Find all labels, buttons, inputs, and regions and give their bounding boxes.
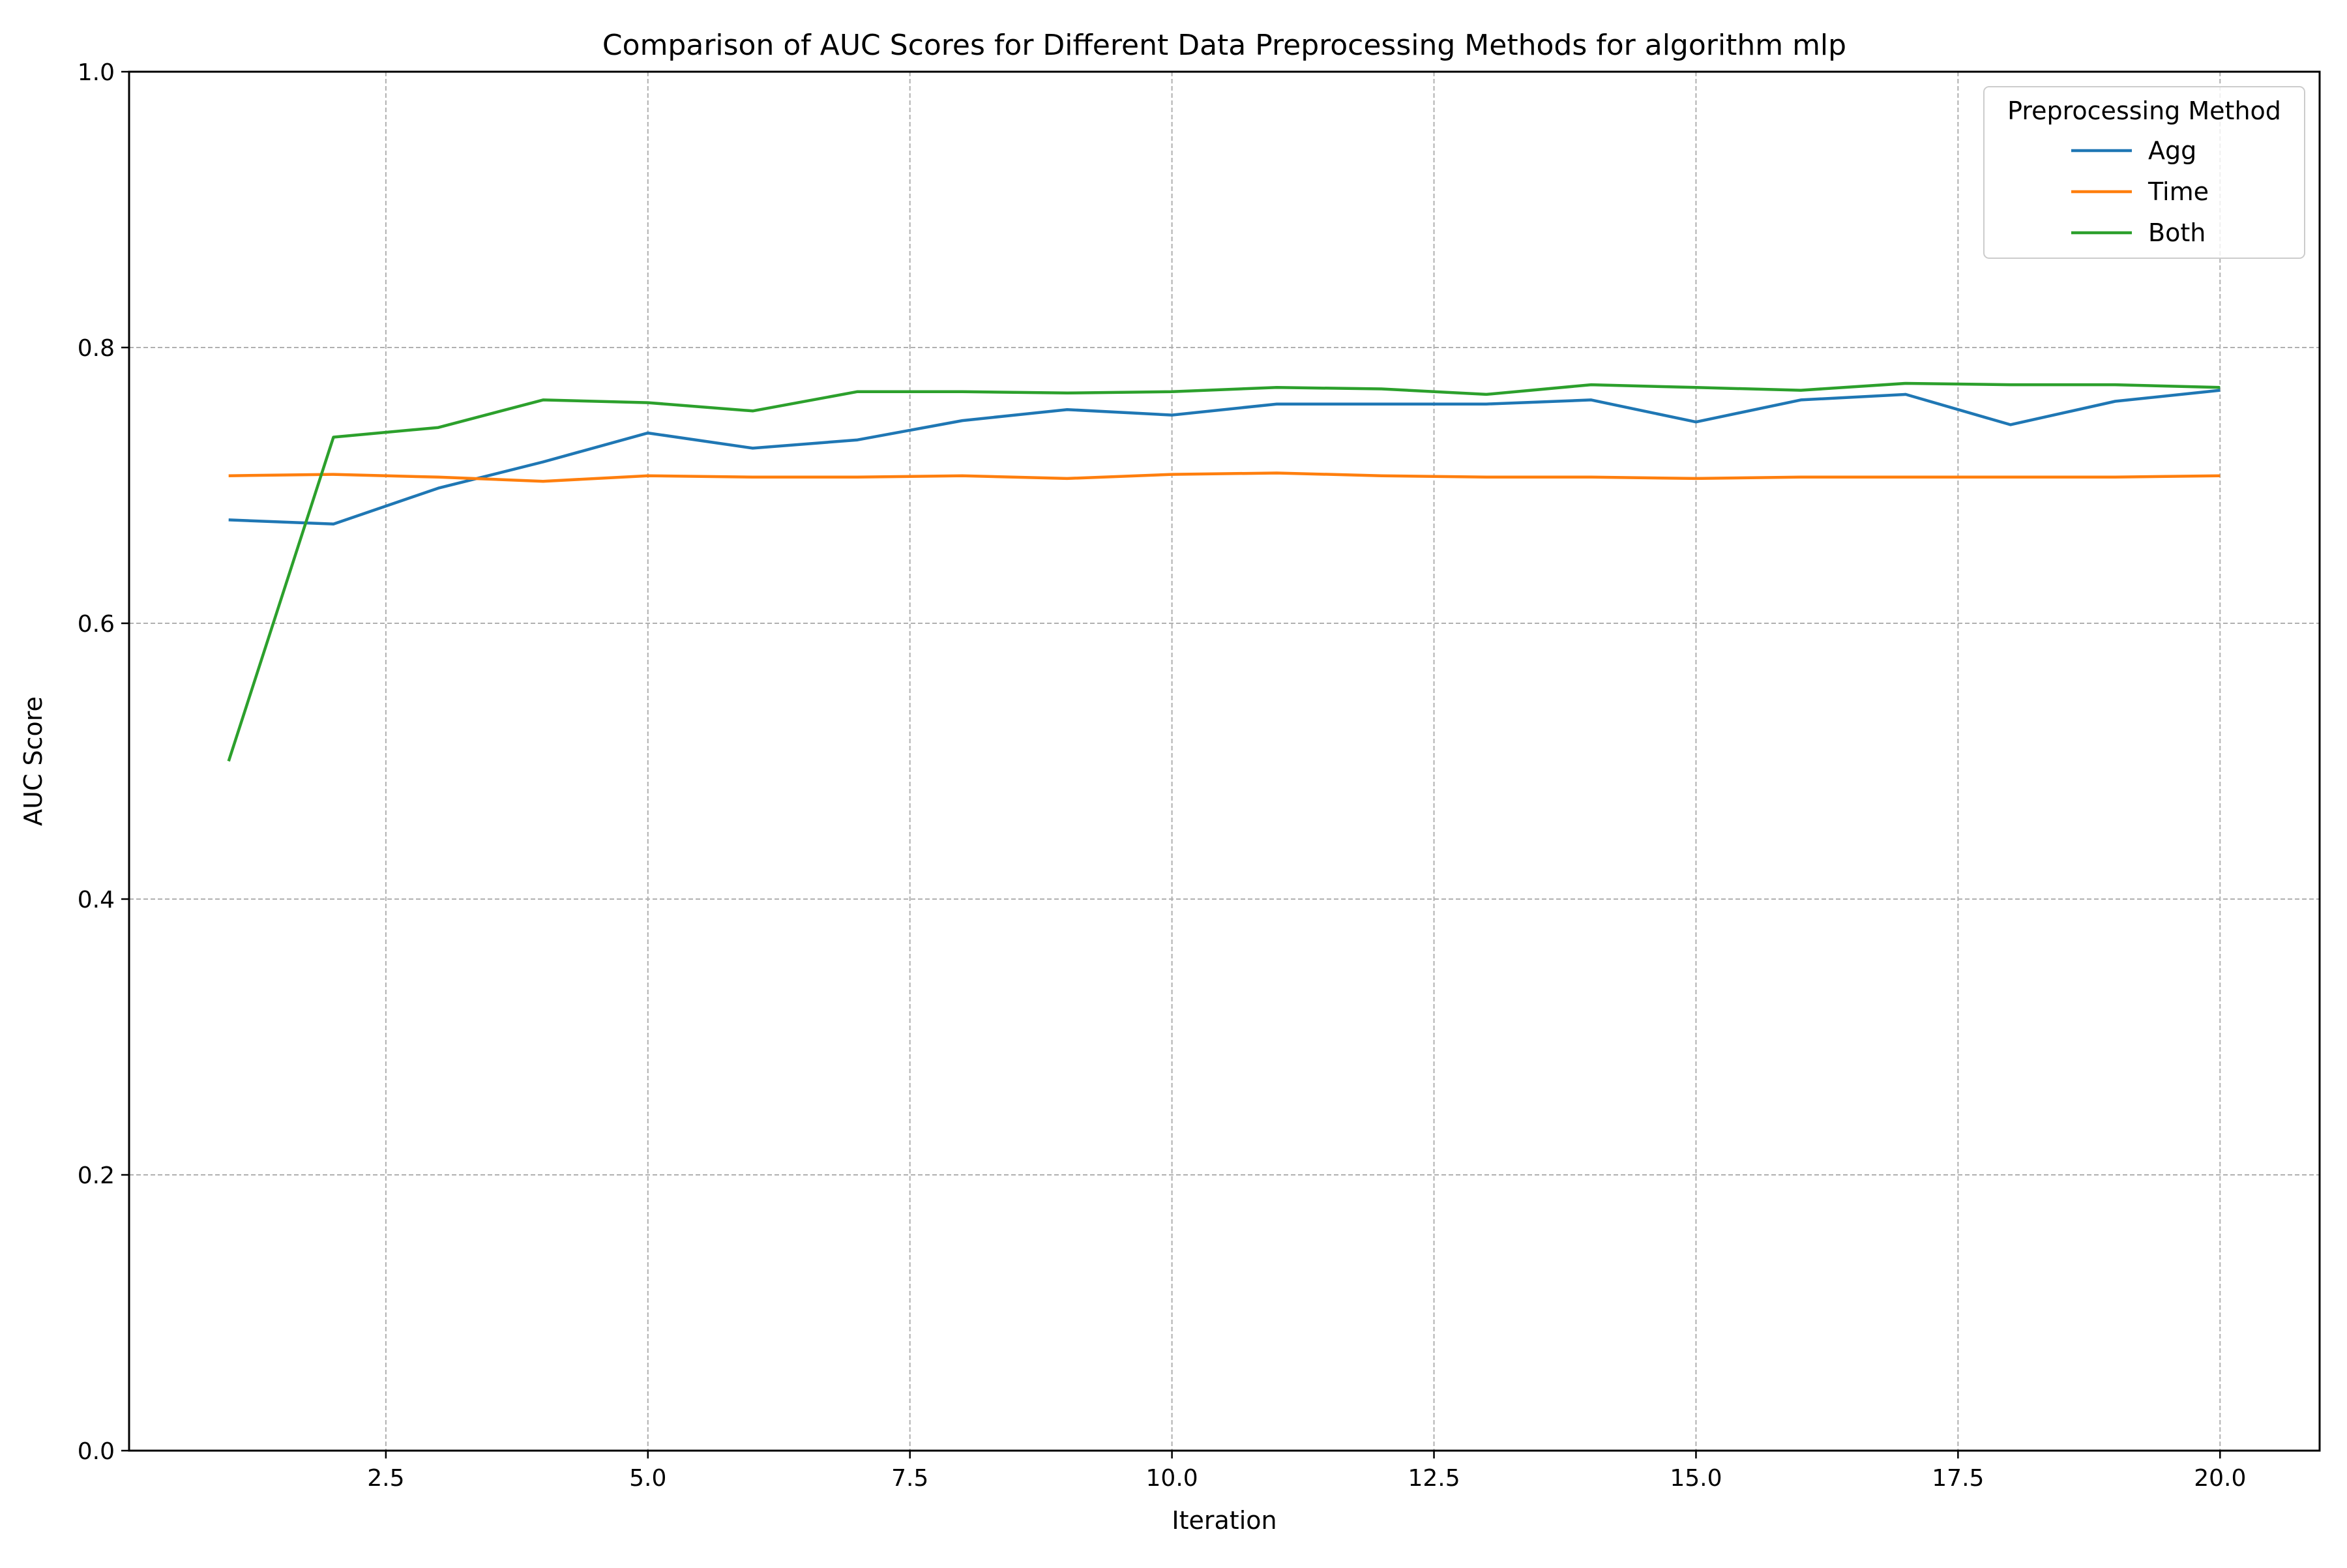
y-tick-label: 1.0 [78,59,115,86]
x-tick-label: 17.5 [1932,1465,1984,1492]
x-tick-label: 7.5 [891,1465,928,1492]
series-line-time [228,471,2221,483]
legend-box [1983,86,2305,259]
y-axis: 0.0 0.2 0.4 0.6 0.8 1.0 [78,59,129,1465]
legend-label-time: Time [2148,177,2209,206]
y-tick-label: 0.6 [78,611,115,638]
y-axis-label: AUC Score [19,696,48,826]
y-tick-label: 0.4 [78,887,115,913]
x-tick-label: 20.0 [2194,1465,2246,1492]
y-tick-label: 0.2 [78,1162,115,1189]
x-axis-label: Iteration [1172,1506,1277,1535]
series-line-both [227,381,2221,762]
x-axis: 2.5 5.0 7.5 10.0 12.5 15.0 17.5 20.0 [367,1451,2246,1492]
y-tick-label: 0.8 [78,335,115,362]
x-tick-label: 2.5 [367,1465,404,1492]
x-tick-label: 10.0 [1146,1465,1198,1492]
x-tick-label: 12.5 [1408,1465,1460,1492]
legend-label-both: Both [2148,218,2206,247]
x-tick-label: 15.0 [1670,1465,1722,1492]
plot-frame [128,70,2321,1452]
legend-label-agg: Agg [2148,136,2196,165]
legend: Preprocessing Method Agg Time Both [1983,86,2305,259]
series-lines [227,381,2221,762]
x-tick-label: 5.0 [629,1465,666,1492]
y-tick-label: 0.0 [78,1438,115,1465]
legend-title: Preprocessing Method [2007,96,2281,125]
series-line-agg [228,389,2221,525]
chart-title: Comparison of AUC Scores for Different D… [602,29,1846,62]
